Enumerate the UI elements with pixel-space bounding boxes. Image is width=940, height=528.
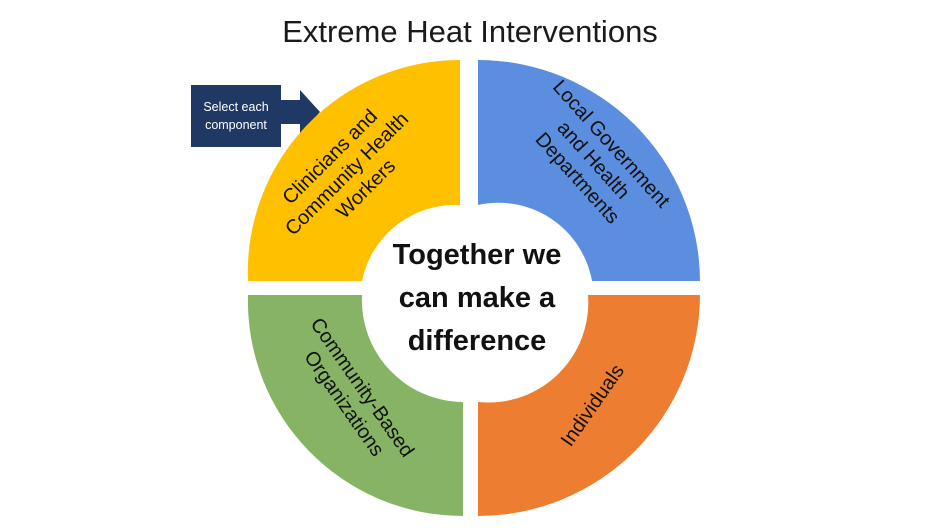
center-message: Together we can make a difference — [362, 234, 592, 363]
segment-individuals[interactable]: Individuals — [478, 295, 700, 516]
center-message-line-2: can make a — [398, 282, 556, 314]
diagram-title: Extreme Heat Interventions — [282, 14, 658, 49]
segment-community-organizations-shape[interactable] — [247, 295, 463, 516]
segment-local-government-shape[interactable] — [478, 60, 700, 281]
segment-clinicians[interactable]: Clinicians and Community Health Workers — [247, 59, 460, 281]
segment-community-organizations[interactable]: Community-Based Organizations — [247, 295, 463, 516]
center-message-line-3: difference — [407, 325, 547, 357]
segment-individuals-shape[interactable] — [478, 295, 700, 516]
select-component-callout: Select each component — [191, 85, 281, 147]
segment-clinicians-shape[interactable] — [247, 59, 460, 281]
center-message-line-1: Together we — [392, 239, 562, 271]
